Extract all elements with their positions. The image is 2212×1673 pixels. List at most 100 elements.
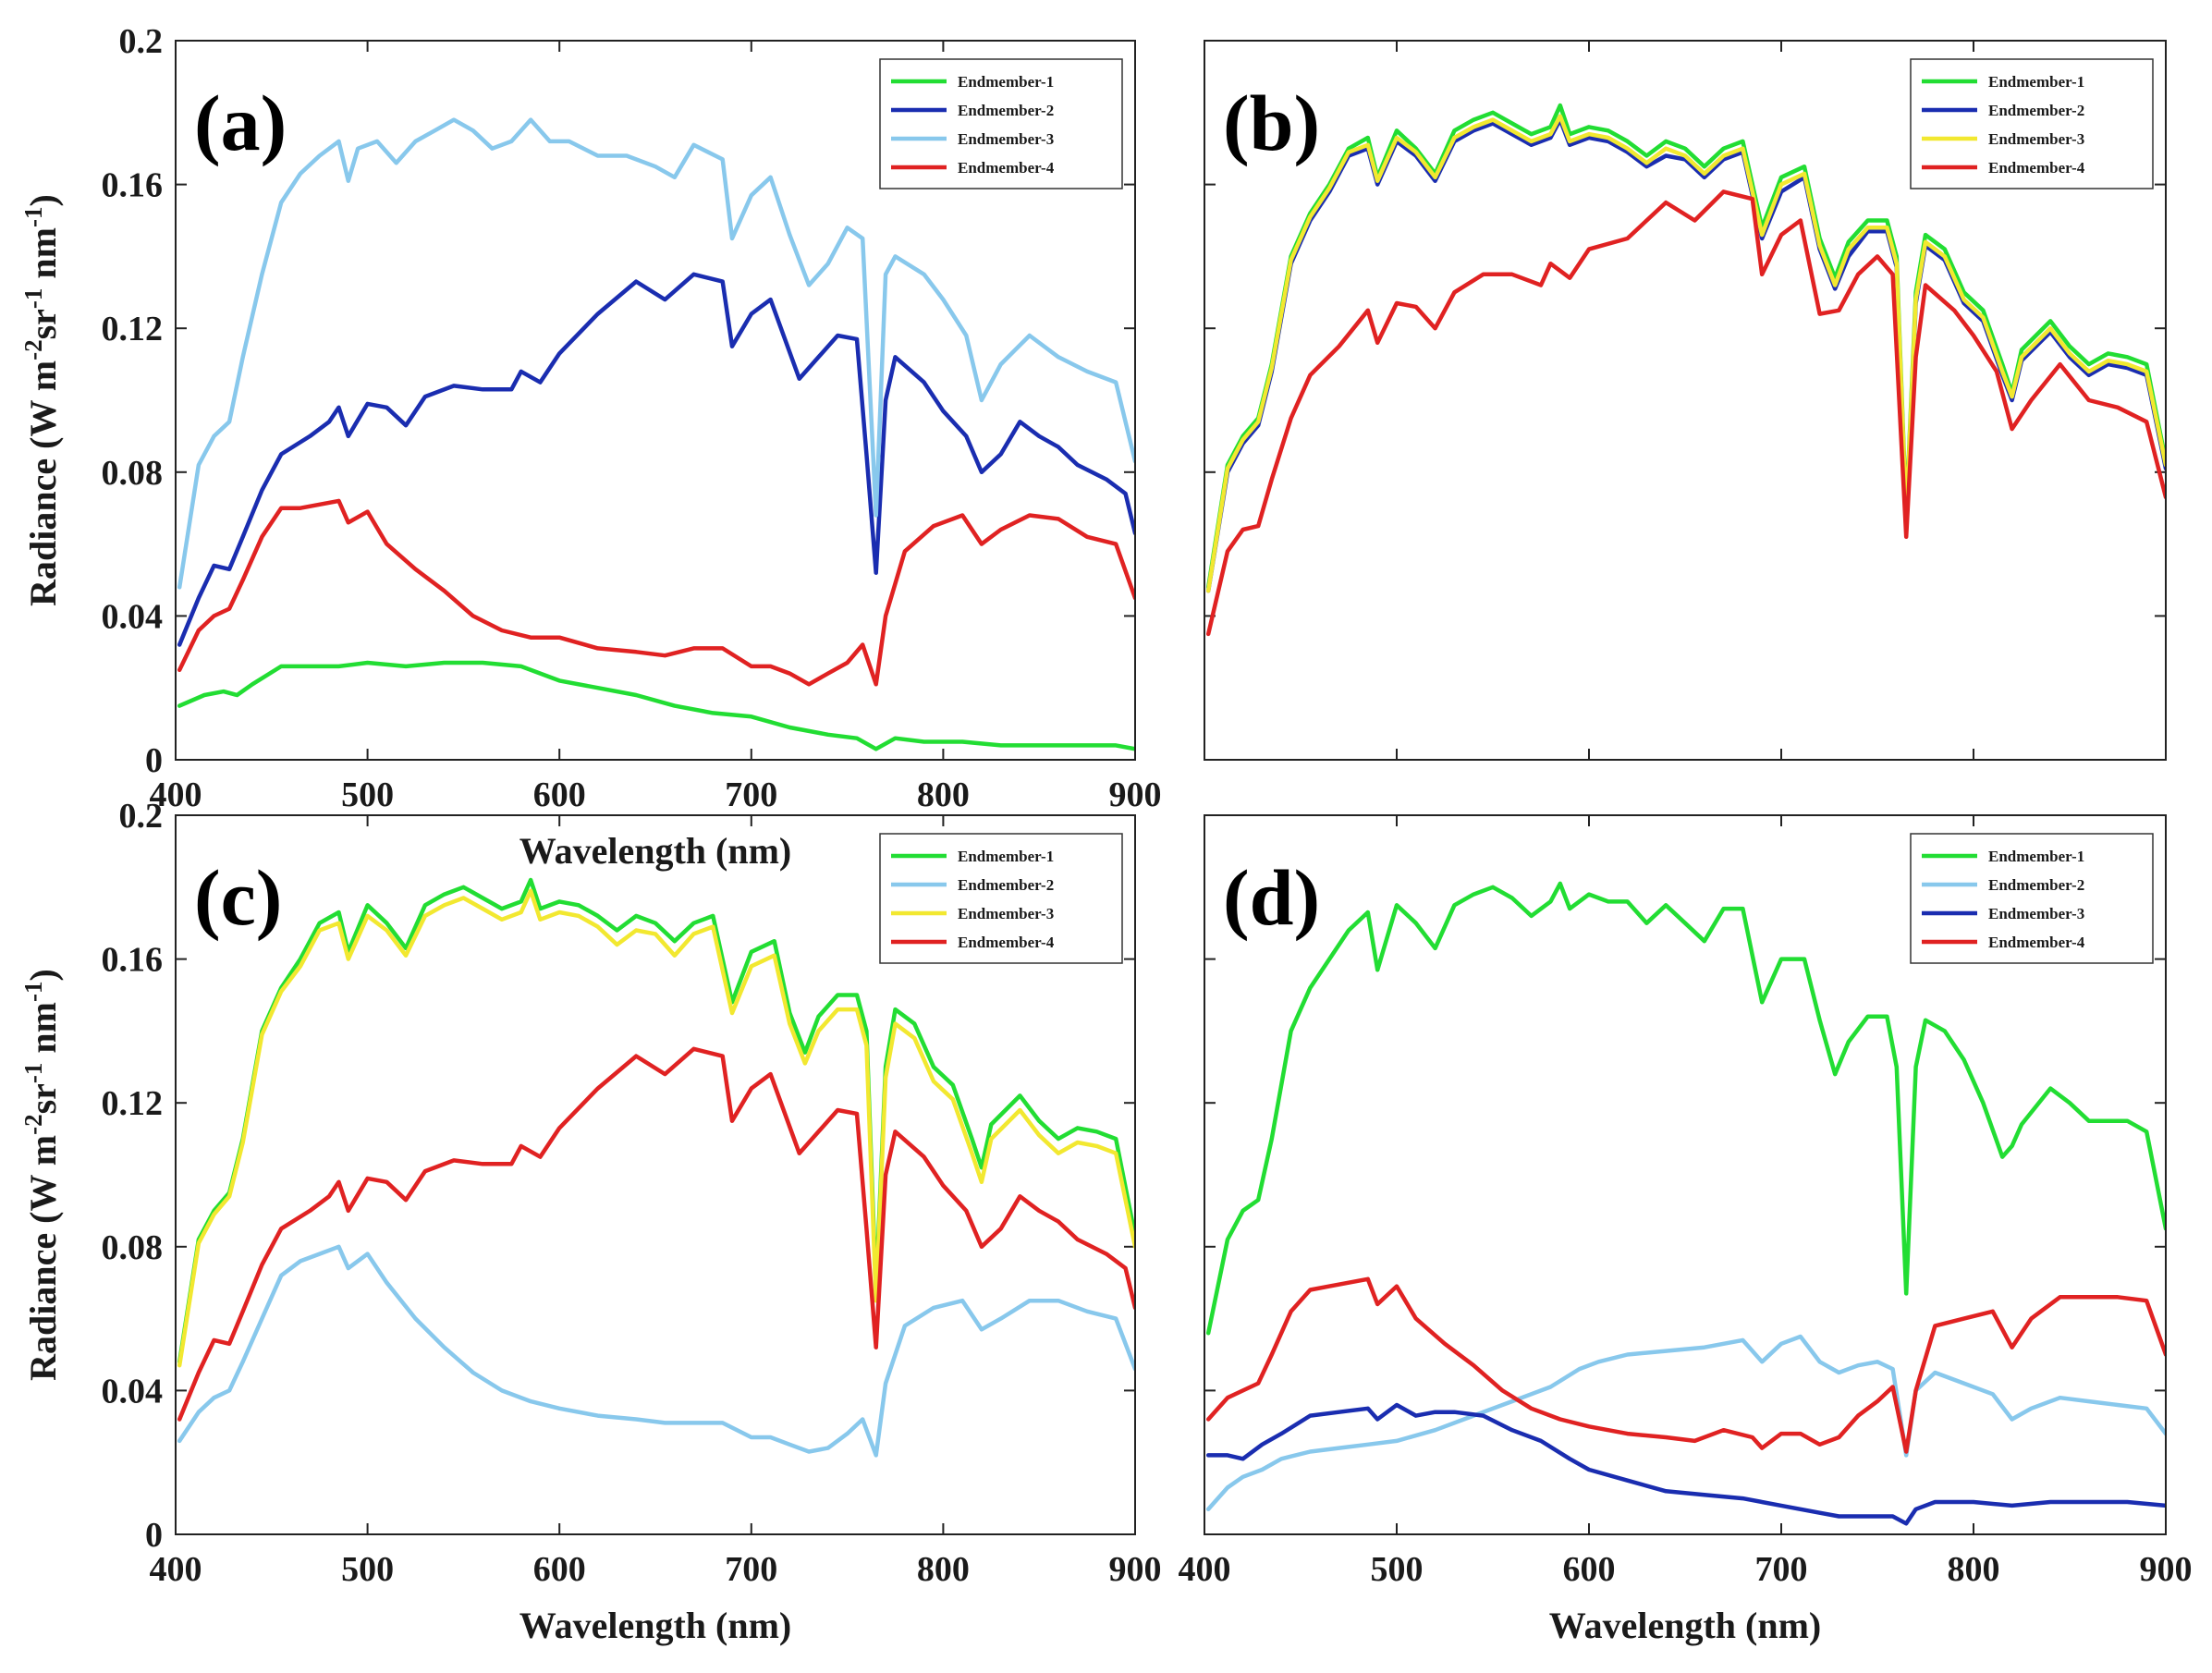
x-tick-label: 400: [150, 1550, 202, 1589]
panel-label: (d): [1223, 853, 1320, 942]
x-axis-title: Wavelength (nm): [1549, 1605, 1821, 1646]
series-line-endmember-1: [1205, 881, 2166, 1336]
series-line-endmember-2: [177, 272, 1135, 647]
y-axis-title-text: Radiance (W m: [22, 1135, 64, 1381]
legend-entry: Endmember-1: [1988, 73, 2084, 91]
legend: Endmember-1 Endmember-2 Endmember-3 Endmemb…: [1910, 58, 2154, 189]
y-tick-label: 0.08: [102, 1228, 164, 1267]
y-tick-label: 0: [145, 741, 163, 780]
y-axis-title-text: nm: [22, 227, 64, 288]
x-tick-label: 500: [1371, 1550, 1424, 1589]
legend: Endmember-1 Endmember-2 Endmember-3 Endmemb…: [879, 58, 1123, 189]
x-tick-label: 900: [1109, 775, 1162, 814]
series-group: [1205, 881, 2166, 1526]
x-tick-label: 400: [150, 775, 202, 814]
x-tick-label: 900: [1109, 1550, 1162, 1589]
legend-entry: Endmember-4: [958, 934, 1055, 951]
series-line-endmember-3: [1205, 1402, 2166, 1526]
chart-panel-4: 400 500 600 700 800 900(d) Endmember-1Endmembe…: [1179, 814, 2193, 1646]
legend-entry: Endmember-1: [958, 848, 1054, 865]
y-tick-label: 0.12: [102, 310, 164, 348]
legend-entry: Endmember-4: [958, 159, 1055, 177]
legend-entry: Endmember-3: [1988, 905, 2084, 922]
y-tick-label: 0.16: [102, 941, 164, 980]
y-tick-label: 0.16: [102, 166, 164, 205]
x-tick-label: 500: [341, 775, 394, 814]
y-tick-label: 0.04: [102, 597, 164, 636]
series-line-endmember-1: [177, 877, 1135, 1364]
legend-entry: Endmember-1: [958, 73, 1054, 91]
y-axis-title-superscript: -2: [19, 1114, 47, 1135]
x-axis-title: Wavelength (nm): [519, 1605, 791, 1646]
series-line-endmember-4: [177, 1046, 1135, 1422]
y-axis-title-text: ): [22, 194, 64, 206]
series-line-endmember-3: [177, 888, 1135, 1368]
x-tick-label: 800: [917, 775, 970, 814]
y-axis-title: Radiance (W m-2sr-1 nm-1): [19, 969, 64, 1381]
legend-entry: Endmember-2: [958, 876, 1054, 894]
x-tick-label: 700: [725, 775, 777, 814]
series-line-endmember-1: [177, 660, 1135, 751]
chart-panel-3: 0 0.04 0.08 0.12 0.16 0.2 400 500 600 700 800 900 (c…: [19, 797, 1162, 1646]
y-axis-title-superscript: -1: [19, 1063, 47, 1084]
x-tick-label: 600: [533, 1550, 586, 1589]
panel-label: (a): [194, 79, 287, 167]
y-axis-title-superscript: -1: [19, 982, 47, 1003]
plot-frame: [175, 814, 1136, 1535]
y-tick-label: 0.12: [102, 1084, 164, 1123]
legend: Endmember-1 Endmember-2 Endmember-3 Endmemb…: [1910, 833, 2154, 964]
series-group: [177, 877, 1135, 1458]
legend-entry: Endmember-2: [1988, 876, 2084, 894]
plot-frame: [1204, 814, 2167, 1535]
series-line-endmember-4: [1205, 189, 2166, 637]
x-tick-label: 700: [1755, 1550, 1808, 1589]
series-line-endmember-3: [177, 117, 1135, 590]
panel-label: (b): [1223, 79, 1320, 167]
x-tick-label: 800: [1948, 1550, 2000, 1589]
legend-entry: Endmember-2: [958, 102, 1054, 119]
legend: Endmember-1 Endmember-2 Endmember-3 Endmemb…: [879, 833, 1123, 964]
y-axis-title-superscript: -2: [19, 339, 47, 360]
y-axis-title: Radiance (W m-2sr-1 nm-1): [19, 194, 64, 606]
x-tick-label: 800: [917, 1550, 970, 1589]
x-tick-label: 900: [2140, 1550, 2193, 1589]
x-axis-title: Wavelength (nm): [519, 830, 791, 872]
legend-entry: Endmember-1: [1988, 848, 2084, 865]
y-axis-title-text: ): [22, 969, 64, 981]
plot-frame: [175, 40, 1136, 761]
y-tick-label: 0.04: [102, 1372, 164, 1410]
y-axis-title-text: nm: [22, 1002, 64, 1063]
x-tick-label: 400: [1179, 1550, 1231, 1589]
y-tick-label: 0.2: [119, 797, 164, 836]
series-line-endmember-2: [177, 1244, 1135, 1458]
y-tick-label: 0.08: [102, 454, 164, 493]
y-axis-title-superscript: -1: [19, 207, 47, 228]
panel-label: (c): [194, 853, 282, 942]
y-axis-title-text: sr: [22, 309, 64, 339]
y-axis-title-text: Radiance (W m: [22, 360, 64, 606]
x-tick-label: 600: [533, 775, 586, 814]
legend-entry: Endmember-2: [1988, 102, 2084, 119]
legend-entry: Endmember-3: [958, 130, 1054, 148]
x-tick-label: 700: [725, 1550, 777, 1589]
legend-entry: Endmember-4: [1988, 934, 2085, 951]
series-line-endmember-4: [177, 498, 1135, 687]
legend-entry: Endmember-4: [1988, 159, 2085, 177]
series-line-endmember-3: [1205, 114, 2166, 593]
y-axis-title-superscript: -1: [19, 288, 47, 310]
plot-frame: [1204, 40, 2167, 761]
series-group: [177, 117, 1135, 751]
x-tick-label: 500: [341, 1550, 394, 1589]
y-tick-label: 0: [145, 1516, 163, 1555]
series-group: [1205, 103, 2166, 637]
chart-panel-2: (b) Endmember-1Endmember-2Endmember-3Endm…: [1204, 40, 2167, 761]
series-line-endmember-2: [1205, 1334, 2166, 1512]
series-line-endmember-4: [1205, 1276, 2166, 1454]
legend-entry: Endmember-3: [1988, 130, 2084, 148]
legend-entry: Endmember-3: [958, 905, 1054, 922]
x-tick-label: 600: [1563, 1550, 1616, 1589]
y-axis-title-text: sr: [22, 1083, 64, 1114]
y-tick-label: 0.2: [119, 22, 164, 61]
